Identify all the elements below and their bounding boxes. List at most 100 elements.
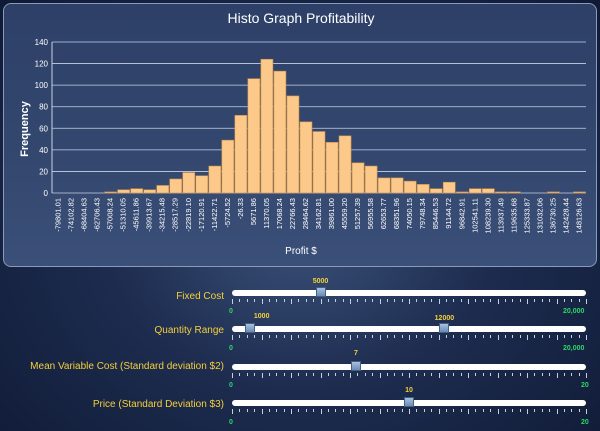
slider-tick xyxy=(261,409,263,414)
x-tick-label: 5671.86 xyxy=(249,198,258,225)
slider-tick xyxy=(438,409,440,414)
slider-tick xyxy=(357,409,359,412)
price-min: 0 xyxy=(229,419,233,426)
slider-tick xyxy=(490,373,492,376)
histogram-bar xyxy=(325,142,339,194)
slider-tick xyxy=(350,335,351,340)
slider-tick xyxy=(416,299,418,302)
x-tick-label: -11422.71 xyxy=(210,198,219,231)
slider-tick xyxy=(261,299,263,304)
histogram-panel: Histo Graph Profitability 0 20 40 60 80 100 120… xyxy=(3,3,597,267)
slider-tick xyxy=(563,335,565,338)
slider-tick xyxy=(254,373,256,376)
x-tick-label: 56955.58 xyxy=(366,198,375,229)
x-axis-label: Profit $ xyxy=(285,246,317,257)
fixed-cost-slider[interactable] xyxy=(232,287,586,297)
histogram-bar xyxy=(377,177,391,194)
slider-tick xyxy=(401,335,403,338)
slider-tick xyxy=(261,373,263,378)
histogram-bar xyxy=(468,188,482,194)
slider-tick xyxy=(254,335,256,338)
slider-tick xyxy=(475,373,477,376)
slider-tick xyxy=(556,335,558,340)
fixed-cost-thumb[interactable] xyxy=(315,287,326,297)
price-thumb[interactable] xyxy=(404,397,414,407)
slider-tick xyxy=(497,335,499,340)
slider-tick xyxy=(379,335,381,340)
slider-tick xyxy=(283,409,285,412)
x-tick-label: 136730.25 xyxy=(548,198,557,233)
slider-tick xyxy=(394,409,396,412)
slider-tick xyxy=(320,299,322,304)
slider-tick xyxy=(298,373,300,376)
slider-tick xyxy=(327,299,329,302)
slider-tick xyxy=(379,373,381,378)
slider-tick xyxy=(313,335,315,338)
x-tick-label: 39861.00 xyxy=(327,198,336,229)
histogram-bar xyxy=(547,191,560,194)
slider-tick xyxy=(541,299,543,302)
price-label: Price (Standard Deviation $3) xyxy=(92,399,224,410)
slider-tick xyxy=(541,335,543,338)
slider-tick xyxy=(298,409,300,412)
x-tick-label: 102541.11 xyxy=(470,198,479,233)
y-tick-label: 80 xyxy=(39,103,48,112)
x-tick-label: 142428.44 xyxy=(561,198,570,233)
slider-tick xyxy=(468,335,469,340)
x-tick-label: 85446.53 xyxy=(431,198,440,229)
slider-tick xyxy=(578,299,580,302)
x-tick-label: 96842.91 xyxy=(457,198,466,229)
slider-tick xyxy=(475,299,477,302)
variable-cost-min: 0 xyxy=(229,382,233,389)
price-max: 20 xyxy=(581,419,589,426)
slider-tick xyxy=(401,409,403,412)
slider-tick xyxy=(364,409,366,412)
quantity-range-high-thumb[interactable] xyxy=(439,323,450,333)
slider-tick xyxy=(379,409,381,414)
slider-tick xyxy=(431,299,433,302)
histogram-bar xyxy=(273,70,287,194)
slider-tick xyxy=(335,299,337,302)
quantity-range-low-thumb[interactable] xyxy=(244,323,255,333)
slider-tick xyxy=(394,373,396,376)
slider-tick xyxy=(504,409,506,412)
slider-tick xyxy=(563,373,565,376)
slider-tick xyxy=(431,373,433,376)
slider-tick xyxy=(246,373,248,376)
slider-tick xyxy=(276,373,278,376)
slider-tick xyxy=(232,299,233,304)
variable-cost-thumb[interactable] xyxy=(350,361,361,371)
quantity-range-slider[interactable] xyxy=(232,323,586,333)
y-axis-label: Frequency xyxy=(19,100,31,157)
price-slider[interactable] xyxy=(232,397,586,407)
histogram-bar xyxy=(573,191,586,194)
slider-tick xyxy=(305,373,307,376)
fixed-cost-value: 5000 xyxy=(312,278,329,285)
slider-tick xyxy=(534,335,536,338)
histogram-bar xyxy=(495,191,508,194)
slider-tick xyxy=(239,299,241,302)
x-tick-label: 119635.68 xyxy=(509,198,518,233)
variable-cost-slider[interactable] xyxy=(232,361,586,371)
slider-tick xyxy=(386,409,388,412)
slider-tick xyxy=(460,335,462,338)
histogram-bar xyxy=(104,191,117,194)
x-tick-label: -39913.67 xyxy=(145,198,154,232)
slider-tick xyxy=(527,335,528,340)
slider-tick xyxy=(232,373,233,378)
slider-tick xyxy=(556,409,558,414)
slider-tick xyxy=(571,335,573,338)
slider-tick xyxy=(549,409,551,412)
slider-tick xyxy=(527,299,528,304)
slider-tick xyxy=(386,335,388,338)
slider-tick xyxy=(549,299,551,302)
histogram-chart: Histo Graph Profitability 0 20 40 60 80 100 120… xyxy=(19,10,586,257)
slider-tick xyxy=(512,299,514,302)
slider-tick xyxy=(246,409,248,412)
slider-tick xyxy=(283,299,285,302)
x-tick-label: -22819.10 xyxy=(184,198,193,232)
slider-tick xyxy=(571,373,573,376)
histogram-bar xyxy=(195,175,209,194)
slider-tick xyxy=(313,373,315,376)
histogram-bar xyxy=(403,180,417,194)
